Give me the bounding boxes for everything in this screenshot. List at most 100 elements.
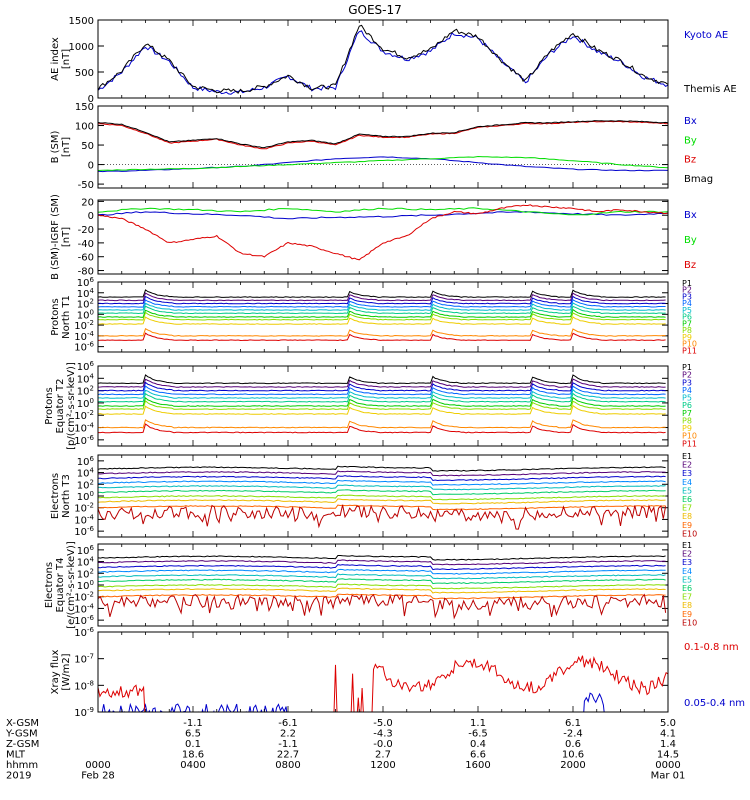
band-line-e7	[98, 494, 666, 501]
y-axis-label: B (SM)[nT]	[50, 130, 72, 163]
x-table-cell: 0.4	[470, 739, 486, 750]
x-table-cell: 2.7	[375, 750, 391, 761]
x-table-cell: -6.5	[468, 729, 488, 740]
legend-entry: E2	[682, 550, 692, 559]
legend-entry: P2	[682, 371, 692, 380]
y-tick-label: 10-4	[74, 513, 94, 526]
band-line-e4	[98, 479, 666, 486]
band-line-e3	[98, 564, 666, 571]
series-line-0.1-0.8-nm	[98, 655, 668, 712]
panel-1: 0 500 1000 1500 AE index[nT] Kyoto AE Themis A…	[50, 16, 737, 105]
legend-entry: P4	[682, 386, 692, 395]
x-table-cell: Feb 28	[81, 771, 115, 782]
y-tick-label: 10-7	[74, 653, 94, 666]
x-table-cell: 1600	[465, 760, 490, 771]
y-tick-label: 104	[77, 372, 95, 385]
band-line-e7	[98, 583, 666, 590]
x-table-cell: 4.1	[660, 729, 676, 740]
band-line-p5	[98, 388, 666, 399]
y-tick-label: 10-2	[74, 409, 94, 422]
x-table-cell: 0.6	[565, 739, 581, 750]
panel-frame	[97, 105, 669, 189]
y-axis-label: Xray flux[W/m2]	[50, 650, 72, 695]
y-tick-label: 0	[88, 161, 94, 172]
legend-entry: Themis AE	[683, 84, 737, 95]
x-table-cell: -4.3	[373, 729, 393, 740]
y-tick-label: 10-2	[74, 319, 94, 332]
x-table-cell: 14.5	[657, 750, 679, 761]
y-tick-label: 10-6	[74, 626, 94, 639]
y-tick-label: 1000	[69, 42, 94, 53]
legend-entry: E6	[682, 495, 692, 504]
legend-entry: E10	[682, 529, 697, 538]
series-line-themis-ae	[98, 24, 668, 94]
x-table-cell: 0.1	[185, 739, 201, 750]
y-tick-label: 106	[77, 455, 95, 468]
legend-entry: P4	[682, 299, 692, 308]
y-axis-label: ProtonsNorth T1	[50, 295, 72, 339]
panel-frame	[97, 199, 669, 275]
y-tick-label: 104	[77, 287, 95, 300]
band-line-p3	[98, 381, 666, 392]
band-line-p2	[98, 292, 666, 302]
legend-entry: P9	[682, 333, 692, 342]
y-axis-label: AE index[nT]	[50, 37, 72, 81]
legend-entry: Bmag	[684, 174, 713, 185]
band-line-e10	[98, 504, 667, 530]
legend-entry: E6	[682, 584, 692, 593]
plot-area	[98, 465, 667, 530]
legend-entry: P5	[682, 394, 692, 403]
legend-entry: 0.1-0.8 nm	[684, 642, 739, 653]
series-line-bmag	[98, 120, 668, 149]
x-table-cell: 10.6	[562, 750, 584, 761]
band-line-e9	[98, 593, 666, 600]
band-line-p10	[98, 327, 666, 337]
legend-entry: E3	[682, 469, 692, 478]
y-tick-label: 20	[81, 197, 94, 208]
legend-entry: E4	[682, 567, 692, 576]
legend-entry: P9	[682, 424, 692, 433]
x-table-cell: -1.1	[278, 739, 298, 750]
series-line-bz	[98, 204, 668, 261]
y-tick-label: 10-2	[74, 502, 94, 515]
series-line-by	[98, 207, 668, 216]
band-line-p9	[98, 404, 666, 415]
x-table-cell: 18.6	[182, 750, 204, 761]
band-line-e8	[98, 587, 666, 594]
legend-entry: Bx	[684, 116, 697, 127]
band-line-p11	[98, 332, 666, 342]
band-line-p1	[98, 374, 666, 385]
y-tick-label: 500	[75, 68, 94, 79]
legend-entry: P11	[682, 439, 697, 448]
y-tick-label: 10-6	[74, 614, 94, 627]
y-tick-label: 50	[81, 141, 94, 152]
panel-2: -50 0 50 100 150 B (SM)[nT] Bx By Bz Bmag	[50, 102, 713, 191]
x-table-cell: 6.6	[470, 750, 486, 761]
y-tick-label: 102	[77, 478, 94, 491]
legend-entry: P1	[682, 279, 692, 288]
band-line-e9	[98, 504, 666, 511]
band-line-p3	[98, 295, 666, 305]
y-tick-label: 10-2	[74, 591, 94, 604]
legend-entry: Bz	[684, 260, 696, 271]
legend-entry: P7	[682, 409, 692, 418]
x-table-cell: 0000	[655, 760, 680, 771]
y-tick-label: 100	[77, 397, 94, 410]
plot-area	[98, 24, 668, 95]
legend-entry: 0.05-0.4 nm	[684, 698, 745, 709]
band-line-e6	[98, 578, 666, 585]
x-table-cell: -0.0	[373, 739, 393, 750]
plot-area	[98, 204, 668, 261]
band-line-e1	[98, 555, 666, 561]
band-line-e5	[98, 484, 666, 491]
x-table-cell: 1.1	[470, 718, 486, 729]
legend-entry: E8	[682, 512, 692, 521]
x-table-cell: 2.2	[280, 729, 296, 740]
plot-area	[98, 120, 668, 173]
plot-area	[98, 374, 666, 434]
legend-entry: P6	[682, 313, 692, 322]
legend-entry: P3	[682, 378, 692, 387]
